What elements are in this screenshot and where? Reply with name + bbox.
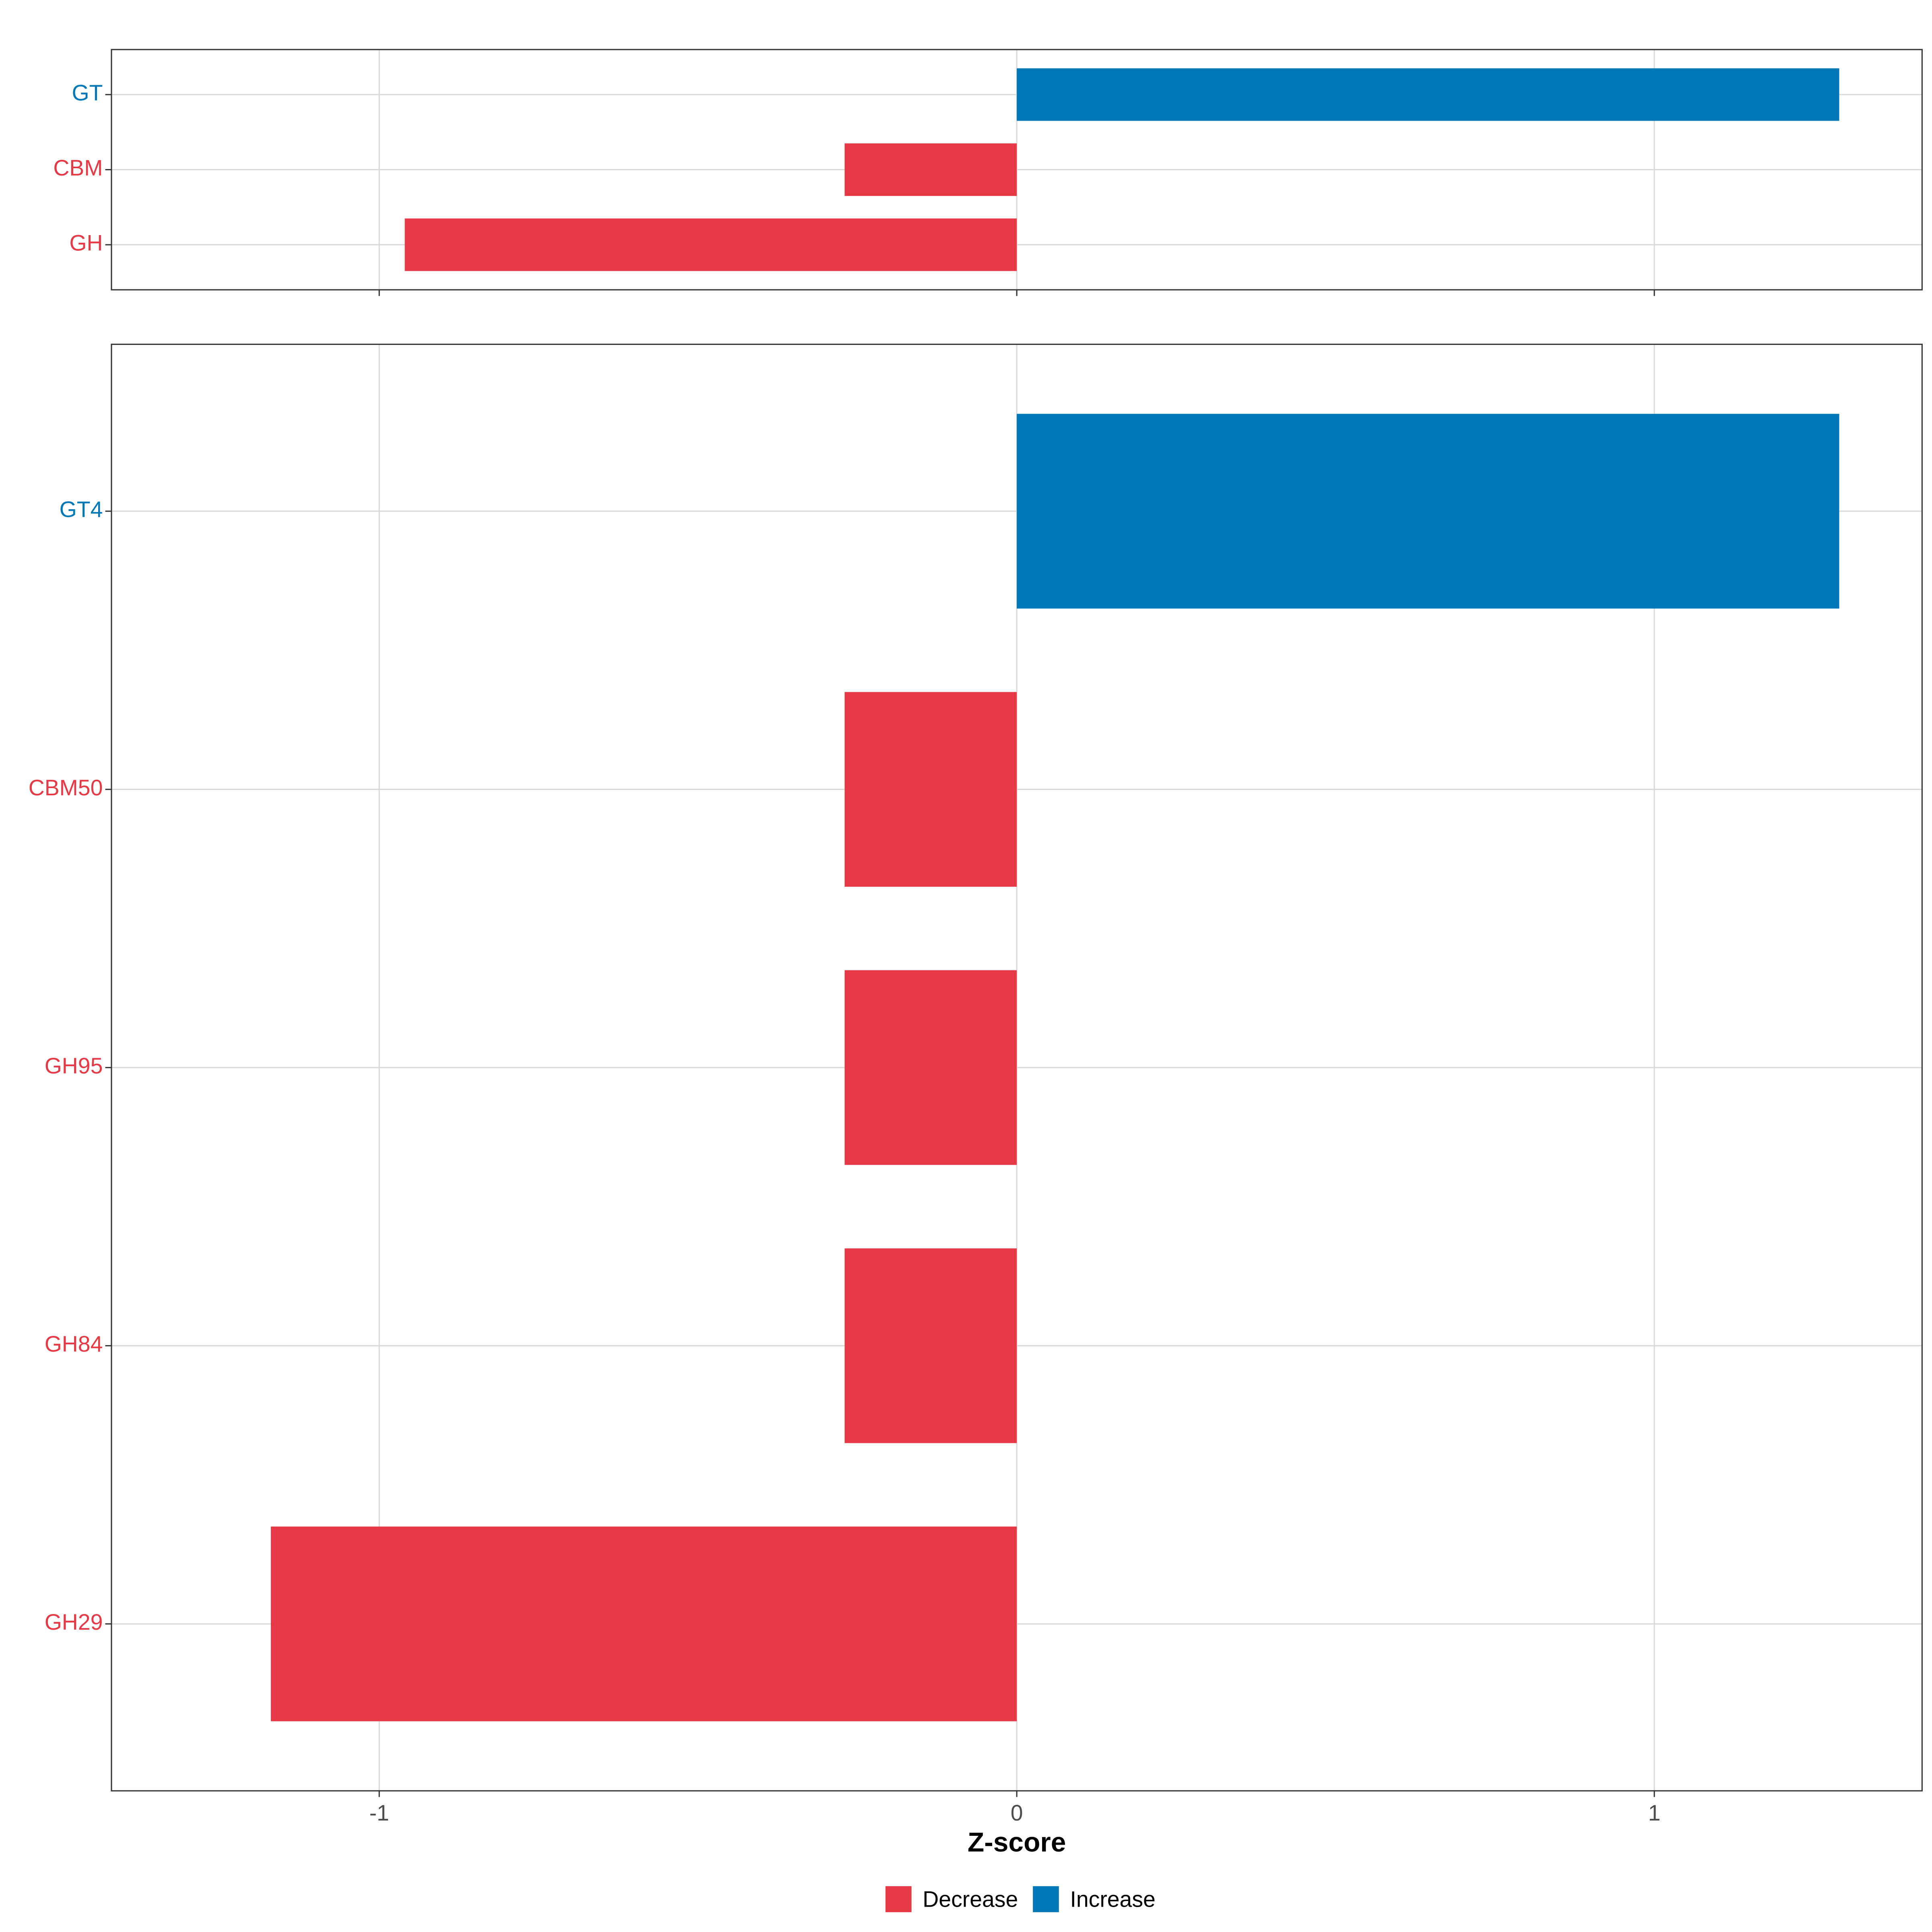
bar-GH29 — [270, 1526, 1017, 1721]
bar-GT4 — [1017, 414, 1839, 609]
y-tick-label-CBM: CBM — [53, 155, 103, 180]
legend-swatch-increase — [1033, 1886, 1059, 1912]
y-tick-label-GH: GH — [69, 231, 103, 256]
x-tick-label: 0 — [1011, 1800, 1023, 1825]
bar-GH — [405, 218, 1017, 271]
panel-family: GT4 CBM50 GH95 GH84 GH29 — [29, 343, 1923, 1797]
y-tick-label-GT: GT — [72, 80, 103, 105]
legend-label-decrease: Decrease — [923, 1887, 1018, 1912]
bar-GH84 — [844, 1248, 1017, 1443]
y-tick-label-GT4: GT4 — [60, 497, 103, 522]
x-axis-title: Z-score — [968, 1827, 1066, 1858]
x-axis: -1 0 1 — [369, 1800, 1661, 1825]
bar-CBM50 — [844, 692, 1017, 887]
y-tick-label-GH95: GH95 — [45, 1053, 103, 1078]
y-tick-label-GH84: GH84 — [45, 1331, 103, 1356]
y-tick-label-GH29: GH29 — [45, 1610, 103, 1635]
panel-class: GT CBM GH — [53, 49, 1923, 296]
legend: Decrease Increase — [886, 1886, 1156, 1912]
bar-GT — [1017, 68, 1839, 121]
bar-CBM — [844, 143, 1017, 196]
y-tick-label-CBM50: CBM50 — [29, 775, 103, 800]
bar-GH95 — [844, 970, 1017, 1165]
x-tick-label: 1 — [1648, 1800, 1661, 1825]
x-tick-label: -1 — [369, 1800, 389, 1825]
legend-label-increase: Increase — [1070, 1887, 1155, 1912]
legend-swatch-decrease — [886, 1886, 912, 1912]
